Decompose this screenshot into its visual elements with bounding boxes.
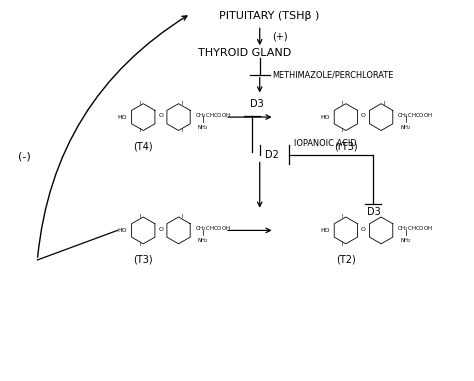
Text: (+): (+) <box>273 31 288 41</box>
Text: HO: HO <box>118 228 128 233</box>
Text: O: O <box>361 113 366 118</box>
Text: I: I <box>181 128 182 133</box>
Text: HO: HO <box>320 228 330 233</box>
Text: D2: D2 <box>264 149 279 160</box>
Text: O: O <box>158 227 164 232</box>
Text: I: I <box>383 101 385 106</box>
Text: I: I <box>139 242 141 247</box>
Text: I: I <box>342 101 343 106</box>
Text: NH$_2$: NH$_2$ <box>400 123 411 132</box>
Text: I: I <box>139 128 141 133</box>
Text: I: I <box>342 242 343 247</box>
Text: NH$_2$: NH$_2$ <box>400 236 411 245</box>
Text: HO: HO <box>320 115 330 120</box>
Text: (T3): (T3) <box>133 255 153 265</box>
Text: CH$_2$CHCOOH: CH$_2$CHCOOH <box>194 111 230 120</box>
Text: CH$_2$CHCOOH: CH$_2$CHCOOH <box>397 224 433 233</box>
Text: IOPANOIC ACID: IOPANOIC ACID <box>294 139 357 147</box>
Text: PITUITARY (TSHβ ): PITUITARY (TSHβ ) <box>219 11 320 21</box>
Text: HO: HO <box>118 115 128 120</box>
Text: (-): (-) <box>18 152 31 162</box>
Text: D3: D3 <box>250 99 264 109</box>
Text: I: I <box>342 128 343 133</box>
Text: NH$_2$: NH$_2$ <box>197 236 209 245</box>
Text: (T2): (T2) <box>336 255 356 265</box>
Text: CH$_2$CHCOOH: CH$_2$CHCOOH <box>397 111 433 120</box>
Text: O: O <box>158 113 164 118</box>
Text: THYROID GLAND: THYROID GLAND <box>198 48 292 58</box>
Text: I: I <box>181 101 182 106</box>
Text: CH$_2$CHCOOH: CH$_2$CHCOOH <box>194 224 230 233</box>
Text: METHIMAZOLE/PERCHLORATE: METHIMAZOLE/PERCHLORATE <box>273 70 394 79</box>
Text: O: O <box>361 227 366 232</box>
Text: (rT3): (rT3) <box>334 142 357 152</box>
Text: I: I <box>139 214 141 219</box>
Text: I: I <box>139 101 141 106</box>
Text: D3: D3 <box>366 207 380 217</box>
Text: I: I <box>181 214 182 219</box>
Text: I: I <box>342 214 343 219</box>
Text: (T4): (T4) <box>133 142 153 152</box>
Text: NH$_2$: NH$_2$ <box>197 123 209 132</box>
